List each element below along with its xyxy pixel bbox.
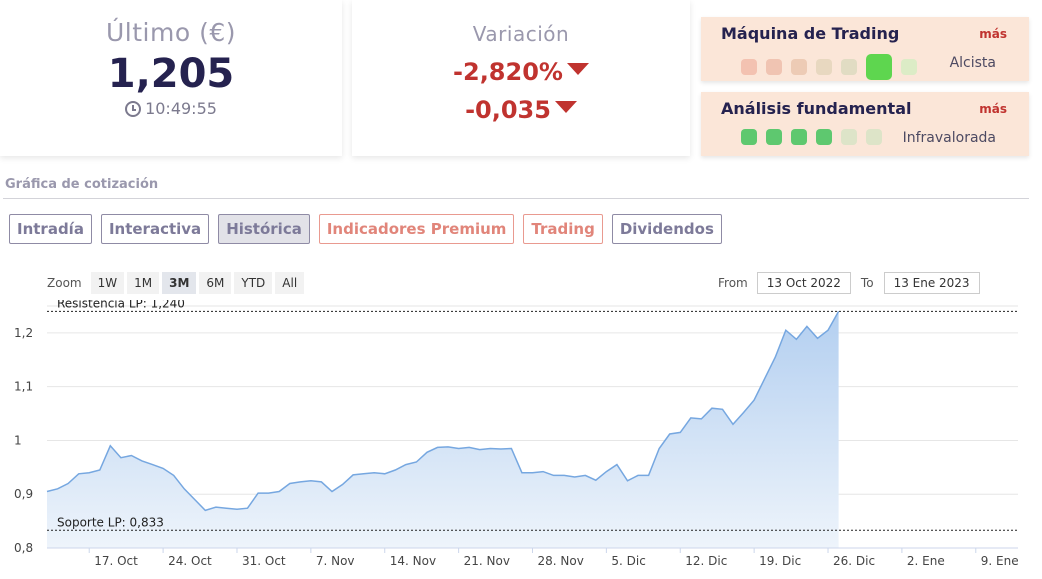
range-from-input[interactable]: 13 Oct 2022 <box>756 272 851 294</box>
down-arrow-icon <box>554 101 577 113</box>
tab-trading[interactable]: Trading <box>523 214 603 244</box>
x-tick-label: 5. Dic <box>611 554 645 568</box>
x-tick-label: 19. Dic <box>759 554 801 568</box>
y-tick-label: 1,1 <box>14 380 33 394</box>
trading-signal-dot <box>816 59 832 75</box>
trading-signal-dot <box>791 59 807 75</box>
trading-machine-panel: Máquina de Trading más Alcista <box>701 17 1029 81</box>
last-price-label: Último (€) <box>106 18 236 47</box>
trading-signal-dot <box>901 59 917 75</box>
variation-pct: -2,820% <box>453 58 563 86</box>
zoom-ytd-button[interactable]: YTD <box>234 272 273 294</box>
zoom-all-button[interactable]: All <box>275 272 305 294</box>
price-chart: Resistencia LP: 1,240 Soporte LP: 0,833 0… <box>14 300 1019 568</box>
last-price-value: 1,205 <box>107 51 235 97</box>
fundamental-title: Análisis fundamental <box>721 99 912 118</box>
y-tick-label: 1,2 <box>14 326 33 340</box>
annotation-label: Resistencia LP: 1,240 <box>57 300 185 310</box>
x-tick-label: 12. Dic <box>685 554 727 568</box>
fundamental-rating-dot <box>791 129 807 145</box>
tab-interactiva[interactable]: Interactiva <box>100 214 210 244</box>
zoom-controls: Zoom 1W 1M 3M 6M YTD All <box>47 272 305 294</box>
x-tick-label: 28. Nov <box>538 554 584 568</box>
section-divider <box>3 198 1029 199</box>
down-arrow-icon <box>566 63 589 75</box>
trading-signal-dots <box>741 54 917 80</box>
trading-status: Alcista <box>949 55 996 71</box>
fundamental-more-link[interactable]: más <box>979 102 1007 116</box>
section-title: Gráfica de cotización <box>5 177 159 192</box>
variation-pct-row: -2,820% <box>352 58 690 86</box>
x-tick-label: 2. Ene <box>907 554 945 568</box>
zoom-3m-button[interactable]: 3M <box>162 272 197 294</box>
range-to-label: To <box>860 276 874 290</box>
date-range-controls: From 13 Oct 2022 To 13 Ene 2023 <box>718 272 980 294</box>
x-tick-label: 9. Ene <box>981 554 1019 568</box>
y-tick-label: 1 <box>14 433 22 447</box>
x-tick-label: 21. Nov <box>464 554 510 568</box>
zoom-1w-button[interactable]: 1W <box>90 272 125 294</box>
fundamental-rating-dot <box>766 129 782 145</box>
fundamental-rating-dot <box>741 129 757 145</box>
x-tick-label: 26. Dic <box>833 554 875 568</box>
tab-hist-rica[interactable]: Histórica <box>218 214 310 244</box>
trading-signal-dot <box>741 59 757 75</box>
trading-signal-dot <box>766 59 782 75</box>
zoom-buttons: 1W 1M 3M 6M YTD All <box>90 272 305 294</box>
variation-abs-row: -0,035 <box>352 96 690 124</box>
variation-card: Variación -2,820% -0,035 <box>352 0 690 156</box>
fundamental-rating-dots <box>741 129 882 145</box>
x-tick-label: 7. Nov <box>316 554 355 568</box>
x-tick-label: 31. Oct <box>242 554 286 568</box>
y-tick-label: 0,9 <box>14 487 33 501</box>
last-price-time: 10:49:55 <box>0 99 342 118</box>
x-tick-label: 14. Nov <box>390 554 436 568</box>
trading-machine-title: Máquina de Trading <box>721 24 900 43</box>
variation-label: Variación <box>472 22 570 46</box>
price-area <box>47 311 839 548</box>
tab-dividendos[interactable]: Dividendos <box>611 214 722 244</box>
chart-tabs: Intradía Interactiva Histórica Indicadores … <box>9 214 722 244</box>
y-tick-label: 0,8 <box>14 541 33 555</box>
last-price-time-text: 10:49:55 <box>145 99 217 118</box>
fundamental-rating-dot <box>866 129 882 145</box>
fundamental-rating-dot <box>816 129 832 145</box>
tab-intrad-a[interactable]: Intradía <box>9 214 92 244</box>
fundamental-rating-dot <box>841 129 857 145</box>
zoom-1m-button[interactable]: 1M <box>127 272 160 294</box>
tab-indicadores-premium[interactable]: Indicadores Premium <box>318 214 515 244</box>
last-price-card: Último (€) 1,205 10:49:55 <box>0 0 342 156</box>
zoom-6m-button[interactable]: 6M <box>199 272 232 294</box>
range-from-label: From <box>718 276 748 290</box>
trading-more-link[interactable]: más <box>979 27 1007 41</box>
trading-signal-dot <box>841 59 857 75</box>
trading-signal-dot <box>866 54 892 80</box>
price-line <box>46 311 840 512</box>
annotation-label: Soporte LP: 0,833 <box>57 515 164 529</box>
variation-abs: -0,035 <box>465 96 551 124</box>
fundamental-status: Infravalorada <box>902 130 996 146</box>
range-to-input[interactable]: 13 Ene 2023 <box>883 272 980 294</box>
clock-icon <box>125 100 142 117</box>
x-tick-label: 17. Oct <box>94 554 138 568</box>
zoom-label: Zoom <box>47 276 82 290</box>
fundamental-panel: Análisis fundamental más Infravalorada <box>701 92 1029 156</box>
x-tick-label: 24. Oct <box>168 554 212 568</box>
